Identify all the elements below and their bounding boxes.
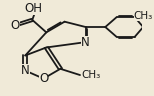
Text: N: N	[81, 36, 90, 49]
Text: CH₃: CH₃	[134, 11, 153, 21]
Text: O: O	[11, 19, 20, 32]
Text: O: O	[39, 72, 48, 85]
Text: CH₃: CH₃	[81, 70, 101, 80]
Text: N: N	[21, 64, 30, 77]
Text: OH: OH	[25, 2, 43, 15]
